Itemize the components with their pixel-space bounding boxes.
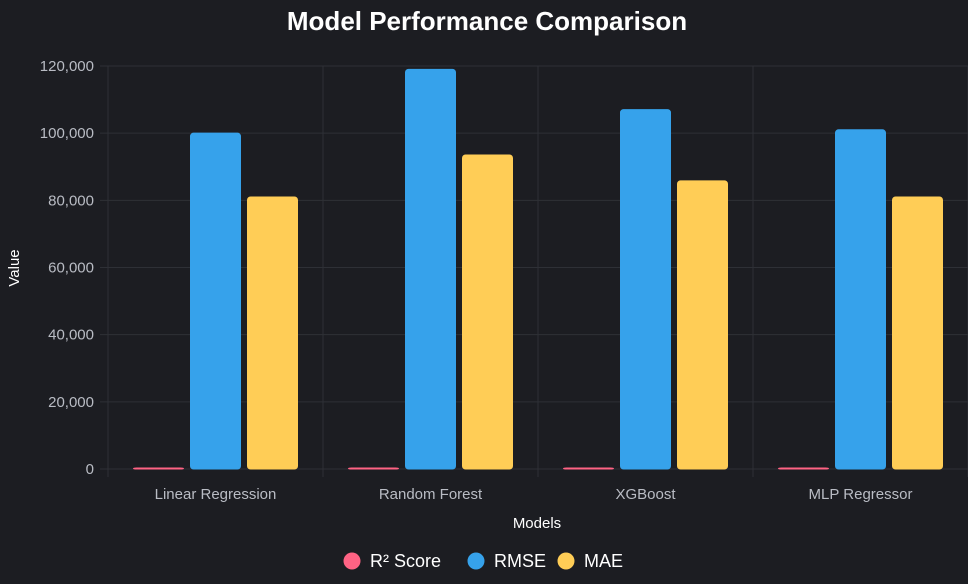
y-tick-label: 60,000 bbox=[48, 260, 94, 277]
bar-rmse-mlp-regressor bbox=[835, 129, 886, 470]
y-tick-label: 80,000 bbox=[48, 192, 94, 209]
chart-title: Model Performance Comparison bbox=[287, 6, 687, 36]
legend-swatch-icon bbox=[467, 552, 485, 570]
bar-rmse-random-forest bbox=[405, 68, 456, 470]
x-tick-label: Random Forest bbox=[379, 486, 483, 503]
bar-mae-random-forest bbox=[462, 154, 513, 470]
legend-swatch-icon bbox=[557, 552, 575, 570]
legend-item[interactable]: RMSE bbox=[467, 551, 547, 571]
bar-r-score-linear-regression bbox=[133, 467, 184, 470]
x-tick-label: XGBoost bbox=[615, 486, 676, 503]
legend-label: RMSE bbox=[494, 551, 546, 571]
legend-item[interactable]: R² Score bbox=[343, 551, 442, 571]
x-axis-title: Models bbox=[513, 515, 561, 532]
y-axis-title: Value bbox=[6, 249, 23, 286]
y-tick-label: 40,000 bbox=[48, 327, 94, 344]
bar-r-score-xgboost bbox=[563, 467, 614, 470]
y-tick-label: 120,000 bbox=[40, 58, 94, 75]
x-tick-label: Linear Regression bbox=[155, 486, 277, 503]
legend-swatch-icon bbox=[343, 552, 361, 570]
x-tick-label: MLP Regressor bbox=[809, 486, 913, 503]
bar-mae-mlp-regressor bbox=[892, 196, 943, 470]
legend-item[interactable]: MAE bbox=[557, 551, 624, 571]
bar-r-score-random-forest bbox=[348, 467, 399, 470]
y-tick-label: 20,000 bbox=[48, 394, 94, 411]
legend-label: R² Score bbox=[370, 551, 441, 571]
y-tick-label: 100,000 bbox=[40, 125, 94, 142]
legend: R² Score RMSE MAE bbox=[343, 551, 624, 571]
bar-rmse-xgboost bbox=[620, 109, 671, 470]
bar-mae-xgboost bbox=[677, 180, 728, 470]
axes: 0 20,000 40,000 60,000 80,000 100,000 120,000 L… bbox=[40, 58, 913, 503]
grid bbox=[100, 65, 968, 477]
legend-label: MAE bbox=[584, 551, 623, 571]
bar-rmse-linear-regression bbox=[190, 132, 241, 470]
bar-r-score-mlp-regressor bbox=[778, 467, 829, 470]
bar-mae-linear-regression bbox=[247, 196, 298, 470]
bars bbox=[133, 68, 943, 470]
y-tick-label: 0 bbox=[86, 461, 94, 478]
